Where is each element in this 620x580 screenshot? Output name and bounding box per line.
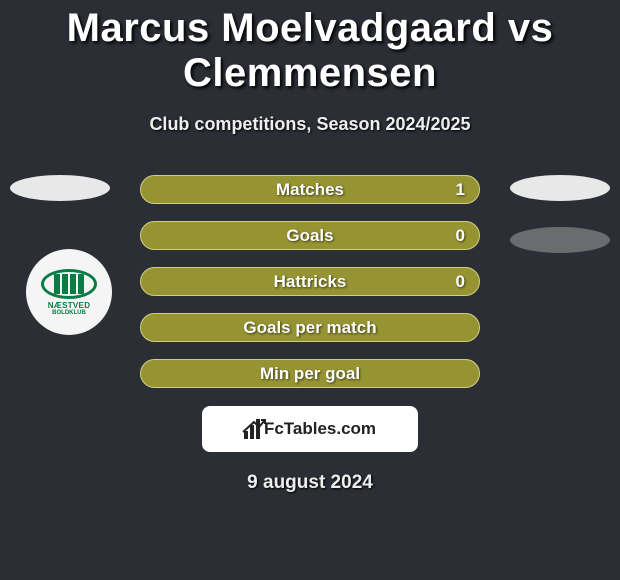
stat-label: Matches	[276, 180, 344, 200]
right-ellipse-2	[510, 227, 610, 253]
club-logo-oval	[41, 269, 97, 299]
stat-bar-goals: Goals 0	[140, 221, 480, 250]
stat-bar-goals-per-match: Goals per match	[140, 313, 480, 342]
fctables-badge[interactable]: FcTables.com	[202, 406, 418, 452]
subtitle: Club competitions, Season 2024/2025	[0, 114, 620, 135]
stat-bar-matches: Matches 1	[140, 175, 480, 204]
chart-icon	[244, 419, 260, 439]
stat-label: Min per goal	[260, 364, 360, 384]
left-ellipse	[10, 175, 110, 201]
stat-value: 0	[456, 226, 465, 246]
date-label: 9 august 2024	[0, 472, 620, 494]
page-title: Marcus Moelvadgaard vs Clemmensen	[0, 0, 620, 96]
stats-bars: Matches 1 Goals 0 Hattricks 0 Goals per …	[140, 175, 480, 388]
main-content: NÆSTVED BOLDKLUB Matches 1 Goals 0 Hattr…	[0, 175, 620, 494]
club-logo: NÆSTVED BOLDKLUB	[26, 249, 112, 335]
fctables-label: FcTables.com	[264, 419, 376, 439]
club-subname: BOLDKLUB	[52, 310, 86, 316]
club-name: NÆSTVED	[48, 301, 91, 310]
stat-label: Goals per match	[243, 318, 376, 338]
stat-bar-hattricks: Hattricks 0	[140, 267, 480, 296]
right-ellipse-1	[510, 175, 610, 201]
stat-value: 1	[456, 180, 465, 200]
stat-value: 0	[456, 272, 465, 292]
stat-bar-min-per-goal: Min per goal	[140, 359, 480, 388]
club-logo-stripes	[54, 274, 84, 294]
stat-label: Goals	[286, 226, 333, 246]
stat-label: Hattricks	[274, 272, 347, 292]
